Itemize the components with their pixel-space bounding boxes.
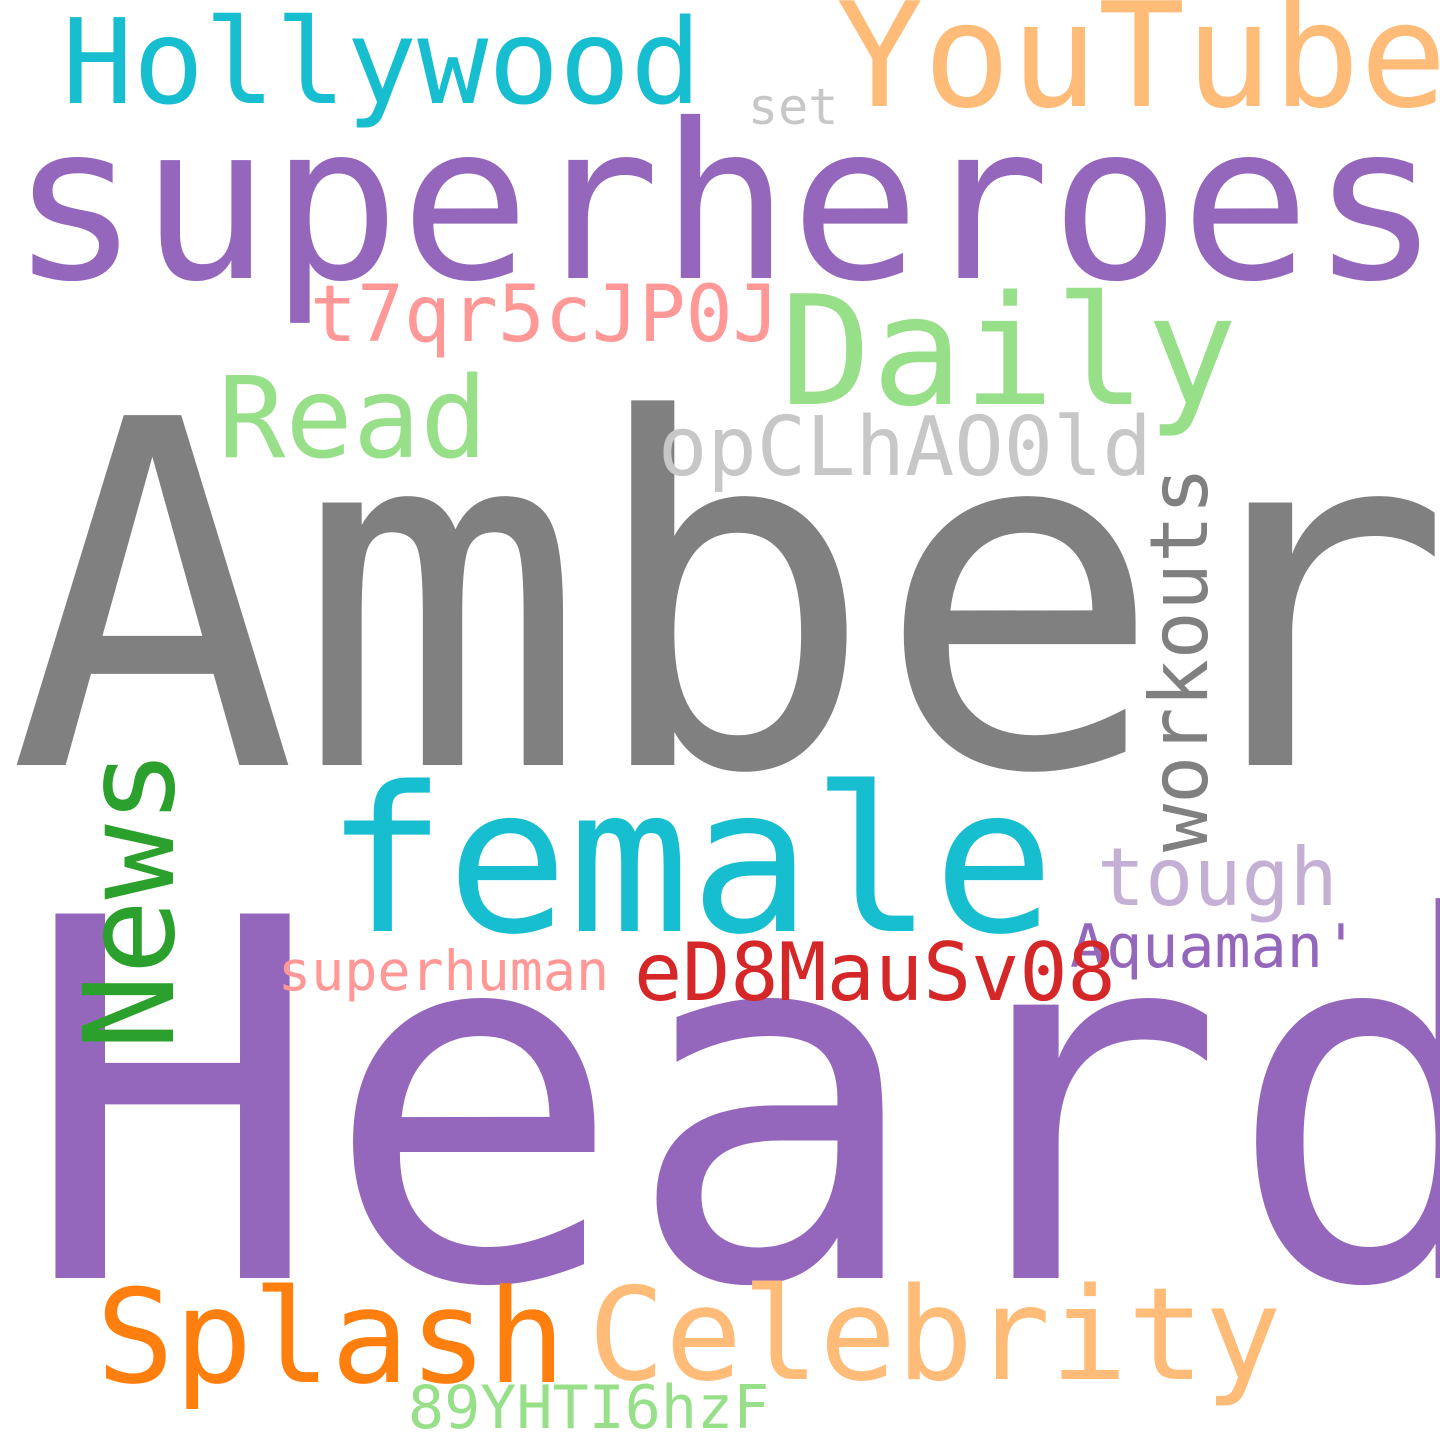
word-celebrity: Celebrity	[588, 1261, 1282, 1410]
word-youtube: YouTube	[836, 0, 1440, 141]
word-aquaman: Aquaman'	[1070, 912, 1359, 982]
word-amber: Amber	[8, 320, 1440, 879]
word-hollywood: Hollywood	[62, 0, 702, 131]
word-splash: Splash	[96, 1261, 566, 1413]
word-tough: tough	[1097, 831, 1338, 924]
word-ed8mausv08: eD8MauSv08	[634, 926, 1116, 1019]
word-superheroes: superheroes	[10, 78, 1440, 329]
word-heard: Heard	[22, 814, 1440, 1396]
word-read: Read	[218, 354, 488, 484]
word-news: News	[58, 748, 203, 1050]
word-workouts: workouts	[1133, 466, 1226, 852]
word-female: female	[325, 743, 1055, 979]
word-89yhti6hzf: 89YHTI6hzF	[408, 1373, 770, 1440]
word-daily: Daily	[780, 263, 1238, 440]
word-opclhao0ld: opCLhAO0ld	[658, 400, 1152, 495]
word-set: set	[748, 78, 839, 136]
word-t7qr5cjp0j: t7qr5cJP0J	[310, 270, 780, 360]
word-superhuman: superhuman	[278, 939, 610, 1003]
